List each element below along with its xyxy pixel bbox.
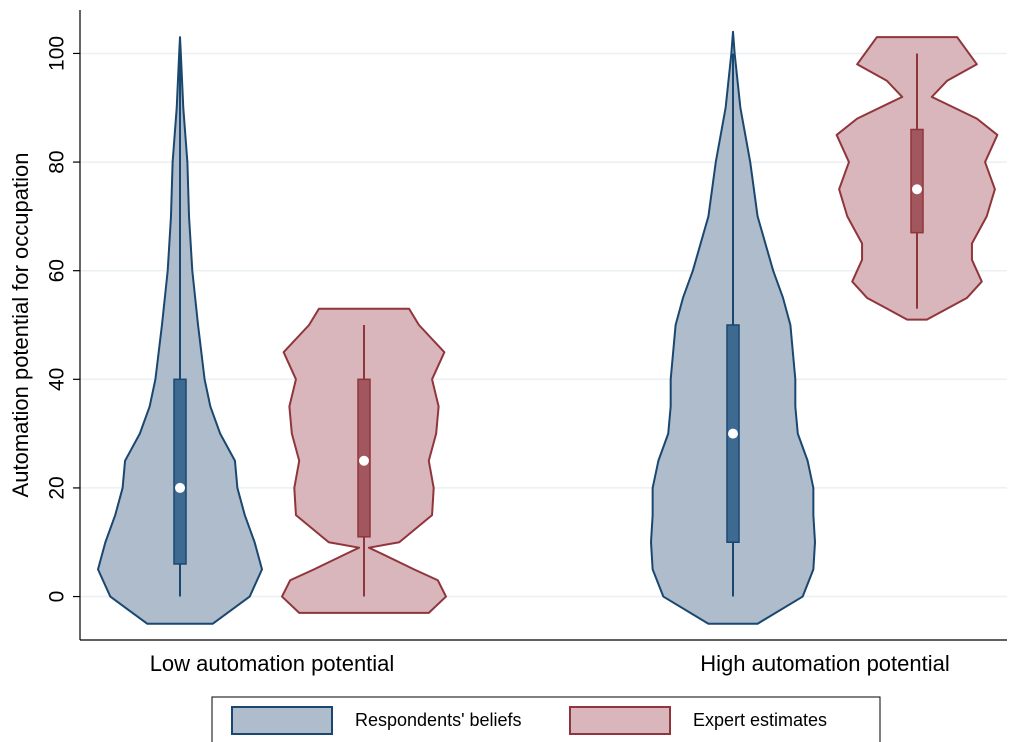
x-tick-label: High automation potential [700,651,950,676]
box [173,378,187,565]
median [912,184,922,195]
legend-swatch [569,706,671,735]
median [359,455,369,466]
y-tick-label: 60 [46,259,69,282]
median [728,428,738,439]
y-axis-title: Automation potential for occupation [8,153,33,498]
legend-label: Respondents' beliefs [355,710,522,730]
y-tick-label: 20 [46,476,69,499]
legend-swatch [231,706,333,735]
y-tick-label: 40 [46,368,69,391]
y-tick-label: 100 [46,36,69,71]
median [175,482,185,493]
x-tick-label: Low automation potential [150,651,395,676]
y-tick-label: 80 [46,150,69,173]
y-tick-label: 0 [46,591,69,603]
box [910,128,924,234]
legend-label: Expert estimates [693,710,827,730]
